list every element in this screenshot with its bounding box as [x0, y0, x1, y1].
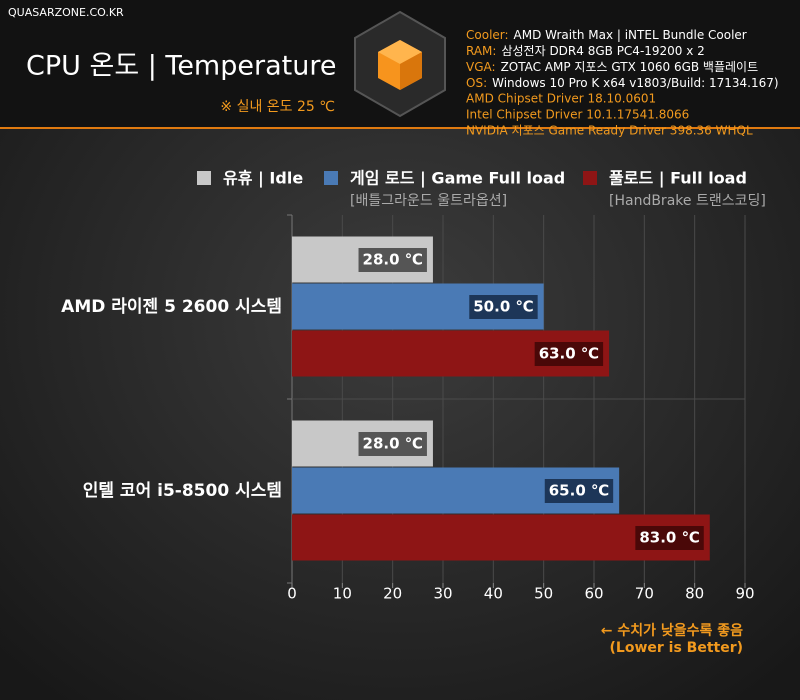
- x-tick-label: 50: [534, 585, 553, 603]
- x-tick-label: 70: [635, 585, 654, 603]
- plot: 0 10 20 30 40 50 60 70 80 90 AMD 라이젠 5 2600 시스템 28.…: [61, 169, 766, 657]
- spec-line: OS: Windows 10 Pro K x64 v1803/Build: 171…: [466, 76, 779, 90]
- spec-key: RAM:: [466, 44, 496, 58]
- x-tick-label: 20: [383, 585, 402, 603]
- spec-value: ZOTAC AMP 지포스 GTX 1060 6GB 백플레이트: [501, 60, 759, 74]
- x-tick-label: 10: [333, 585, 352, 603]
- legend-note: [배틀그라운드 울트라옵션]: [350, 193, 507, 209]
- annotation: (Lower is Better): [610, 640, 744, 656]
- value-label: 65.0 ℃: [549, 482, 609, 500]
- x-tick-label: 60: [584, 585, 603, 603]
- x-tick-label: 0: [287, 585, 297, 603]
- spec-key: Cooler:: [466, 28, 509, 42]
- logo: [354, 10, 446, 118]
- x-tick-label: 40: [484, 585, 503, 603]
- driver-line: NVIDIA 지포스 Game Ready Driver 398.36 WHQL: [466, 124, 753, 138]
- site: QUASARZONE.CO.KR: [8, 6, 124, 19]
- driver-line: AMD Chipset Driver 18.10.0601: [466, 92, 656, 106]
- spec-line: VGA: ZOTAC AMP 지포스 GTX 1060 6GB 백플레이트: [466, 60, 758, 74]
- legend-note: [HandBrake 트랜스코딩]: [609, 193, 766, 209]
- value-label-box: [635, 526, 704, 550]
- legend-label: 게임 로드 | Game Full load: [350, 169, 565, 189]
- x-tick-label: 80: [685, 585, 704, 603]
- value-label-box: [534, 342, 604, 366]
- legend-label: 유휴 | Idle: [223, 169, 303, 189]
- spec-value: AMD Wraith Max | iNTEL Bundle Cooler: [514, 28, 747, 42]
- spec-value: Windows 10 Pro K x64 v1803/Build: 17134.…: [492, 76, 778, 90]
- spec-line: RAM: 삼성전자 DDR4 8GB PC4-19200 x 2: [466, 44, 705, 58]
- legend-swatch: [324, 171, 338, 185]
- value-label: 63.0 ℃: [539, 345, 599, 363]
- x-tick-label: 30: [433, 585, 452, 603]
- driver-line: Intel Chipset Driver 10.1.17541.8066: [466, 108, 689, 122]
- legend-swatch: [583, 171, 597, 185]
- value-label: 28.0 ℃: [363, 435, 423, 453]
- spec-key: OS:: [466, 76, 487, 90]
- value-label-box: [544, 479, 614, 503]
- value-label: 83.0 ℃: [639, 529, 699, 547]
- value-label: 28.0 ℃: [363, 251, 423, 269]
- annotation: ← 수치가 낮을수록 좋음: [601, 623, 743, 639]
- y-tick-label: 인텔 코어 i5-8500 시스템: [83, 481, 282, 501]
- value-label-box: [358, 248, 427, 272]
- chart-subtitle: ※ 실내 온도 25 ℃: [220, 99, 335, 115]
- value-label: 50.0 ℃: [473, 298, 533, 316]
- legend-swatch: [197, 171, 211, 185]
- chart-title: CPU 온도 | Temperature: [26, 51, 336, 82]
- spec-key: VGA:: [466, 60, 496, 74]
- legend-label: 풀로드 | Full load: [609, 169, 747, 189]
- value-label-box: [358, 432, 427, 456]
- value-label-box: [469, 295, 538, 319]
- y-tick-label: AMD 라이젠 5 2600 시스템: [61, 297, 282, 317]
- spec-line: Cooler: AMD Wraith Max | iNTEL Bundle Coo…: [466, 28, 747, 42]
- spec-value: 삼성전자 DDR4 8GB PC4-19200 x 2: [501, 44, 704, 58]
- x-tick-label: 90: [735, 585, 754, 603]
